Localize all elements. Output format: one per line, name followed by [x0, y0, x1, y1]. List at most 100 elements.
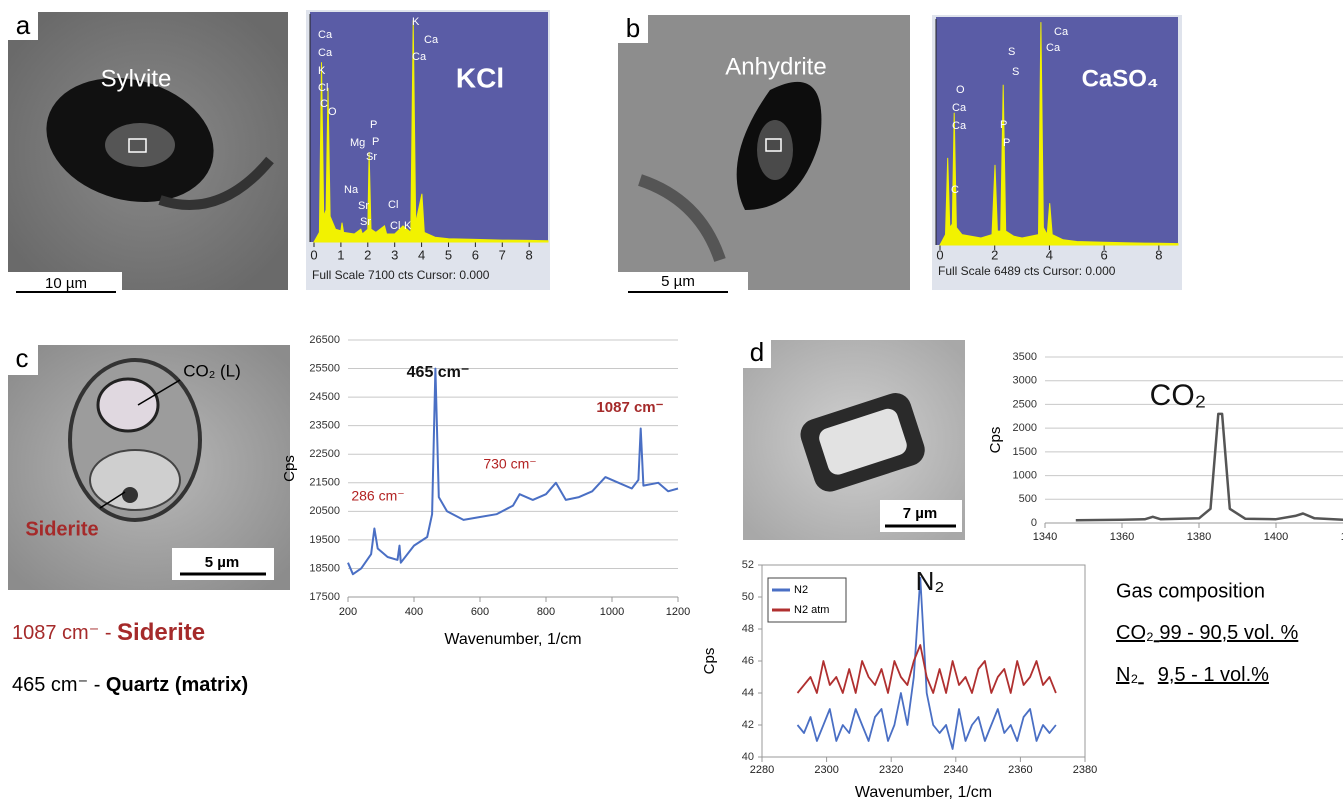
chart-label: CaSO₄	[1082, 65, 1159, 92]
annotation: 465 cm⁻	[407, 364, 470, 381]
annotation: P	[370, 119, 377, 131]
x-tick-label: 6	[472, 247, 479, 262]
annotation: Ca	[1046, 42, 1061, 54]
annotation: Ca	[952, 102, 967, 114]
photo-label: Siderite	[25, 518, 98, 540]
annotation: Cl	[318, 82, 328, 94]
annotation: 730 cm⁻	[483, 456, 536, 472]
y-tick-label: 2000	[1013, 422, 1037, 434]
scale-bar-label: 5 µm	[205, 554, 240, 571]
annotation: Cl	[390, 220, 400, 232]
x-tick-label: 0	[310, 247, 317, 262]
annotation: K	[318, 65, 326, 77]
y-tick-label: 1500	[1013, 446, 1037, 458]
chart-footer: Full Scale 7100 cts Cursor: 0.000	[312, 268, 490, 282]
spectrum-line	[347, 367, 679, 576]
y-tick-label: 1000	[1013, 469, 1037, 481]
x-tick-label: 4	[418, 247, 425, 262]
y-tick-label: 0	[1031, 517, 1037, 529]
scale-bar-label: 7 µm	[903, 505, 938, 522]
annotation: S	[1012, 66, 1019, 78]
chart-label: KCl	[456, 62, 504, 93]
y-tick-label: 42	[742, 719, 754, 731]
note-shift: 1087 cm⁻ -	[12, 622, 111, 644]
x-tick-label: 1360	[1110, 531, 1134, 543]
annotation: 1087 cm⁻	[596, 399, 663, 416]
x-tick-label: 600	[471, 606, 489, 618]
x-tick-label: 2320	[879, 764, 903, 776]
x-tick-label: 1340	[1033, 531, 1057, 543]
x-tick-label: 2280	[750, 764, 774, 776]
y-axis-title: Cps	[701, 648, 718, 675]
photo-b	[618, 15, 910, 294]
spectrum-line	[796, 644, 1057, 694]
x-tick-label: 8	[1155, 247, 1162, 262]
y-tick-label: 3500	[1013, 351, 1037, 363]
annotation: P	[1003, 137, 1010, 149]
panel-label: a	[16, 10, 31, 40]
annotation: Sr	[358, 200, 369, 212]
annotation: S	[1008, 46, 1015, 58]
gas-range: 9,5 - 1 vol.%	[1158, 664, 1269, 686]
x-tick-label: 0	[936, 247, 943, 262]
annotation: K	[412, 16, 420, 28]
y-axis-title: Cps	[987, 427, 1004, 454]
x-tick-label: 3	[391, 247, 398, 262]
x-tick-label: 2340	[944, 764, 968, 776]
spectrum-line	[1075, 412, 1343, 522]
spectrum-line	[796, 576, 1057, 750]
y-tick-label: 24500	[309, 391, 340, 403]
annotation: Ca	[952, 120, 967, 132]
annotation: P	[1000, 119, 1007, 131]
scale-bar-label: 5 µm	[661, 273, 695, 290]
x-tick-label: 1000	[600, 606, 624, 618]
y-tick-label: 26500	[309, 334, 340, 346]
y-tick-label: 23500	[309, 420, 340, 432]
annotation: Cl	[388, 199, 398, 211]
y-tick-label: 21500	[309, 477, 340, 489]
x-tick-label: 400	[405, 606, 423, 618]
photo-a	[8, 12, 288, 296]
y-tick-label: 22500	[309, 448, 340, 460]
y-tick-label: 3000	[1013, 375, 1037, 387]
x-tick-label: 2300	[814, 764, 838, 776]
annotation: Sr	[366, 151, 377, 163]
x-tick-label: 2	[364, 247, 371, 262]
note-mineral: Siderite	[117, 619, 205, 646]
legend-label: N2 atm	[794, 604, 829, 616]
x-tick-label: 800	[537, 606, 555, 618]
x-tick-label: 2380	[1073, 764, 1097, 776]
y-tick-label: 25500	[309, 362, 340, 374]
x-tick-label: 4	[1046, 247, 1053, 262]
annotation: Na	[344, 184, 359, 196]
x-tick-label: 7	[499, 247, 506, 262]
spectrum-area	[939, 22, 1179, 246]
gas-range: 99 - 90,5 vol. %	[1159, 622, 1298, 644]
y-axis-title: Cps	[281, 455, 298, 482]
x-tick-label: 5	[445, 247, 452, 262]
x-axis-title: Wavenumber, 1/cm	[855, 784, 992, 801]
y-tick-label: 17500	[309, 591, 340, 603]
gas-line: CO₂ 99 - 90,5 vol. %	[1116, 622, 1299, 644]
annotation: K	[404, 220, 412, 232]
annotation: C	[320, 98, 328, 110]
x-tick-label: 1420	[1341, 531, 1343, 543]
x-tick-label: 2	[991, 247, 998, 262]
y-tick-label: 48	[742, 623, 754, 635]
y-tick-label: 40	[742, 751, 754, 763]
note-mineral: Quartz (matrix)	[106, 674, 248, 696]
scale-bar-label: 10 µm	[45, 275, 87, 292]
spectrum-area	[313, 20, 549, 243]
photo-label: CO₂ (L)	[183, 361, 241, 380]
annotation: O	[328, 106, 337, 118]
gas-line: N₂ 9,5 - 1 vol.%	[1116, 664, 1269, 686]
y-tick-label: 18500	[309, 562, 340, 574]
panel-label: c	[16, 343, 29, 373]
legend-box	[767, 577, 847, 623]
annotation: N₂	[916, 566, 945, 596]
annotation: CO₂	[1150, 379, 1207, 412]
panel-label: d	[750, 337, 764, 367]
photo-c	[8, 345, 290, 590]
